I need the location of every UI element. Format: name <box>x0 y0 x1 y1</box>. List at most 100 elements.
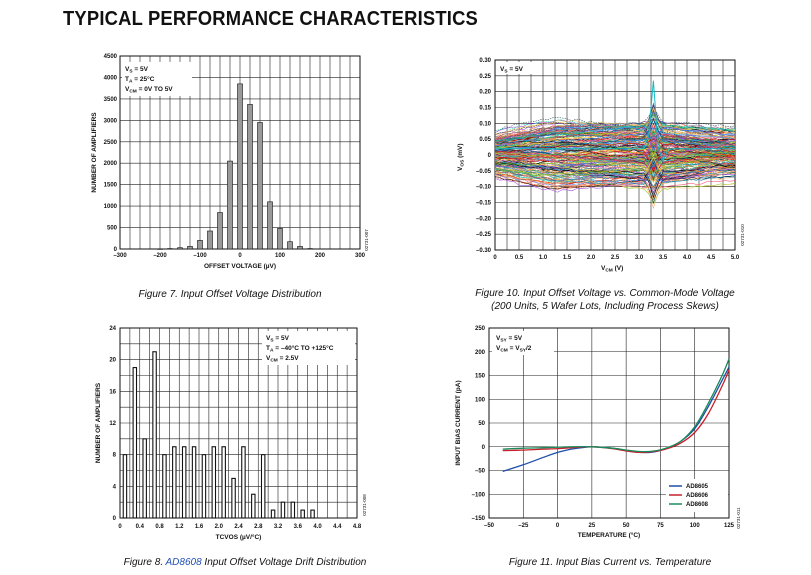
fig10-ytick-1: 0.25 <box>479 74 491 80</box>
fig7-bar-10 <box>257 122 263 250</box>
fig10-xtick-9: 4.5 <box>707 255 716 261</box>
fig11-frame <box>488 327 730 519</box>
fig11-legend-label-AD8606: AD8606 <box>686 493 709 499</box>
fig10-trace-169 <box>494 131 736 157</box>
fig7-xlabel: OFFSET VOLTAGE (µV) <box>204 263 276 270</box>
fig10-trace-70 <box>494 165 736 190</box>
fig10-trace-199 <box>494 127 736 146</box>
fig7-xtick-4: 100 <box>275 253 286 259</box>
fig8-bar-18 <box>300 509 305 519</box>
caption-fig11: Figure 11. Input Bias Current vs. Temper… <box>508 557 712 568</box>
fig8-xtick-2: 0.8 <box>155 524 164 530</box>
fig10-trace-94 <box>494 110 736 144</box>
fig11-series-AD8605 <box>502 366 730 473</box>
fig10-trace-171 <box>494 158 736 193</box>
fig7-ytick-4: 2000 <box>104 161 118 167</box>
fig8-ytick-1: 4 <box>113 484 117 490</box>
fig8-ylabel: NUMBER OF AMPLIFIERS <box>95 382 102 463</box>
fig8-bar-5 <box>172 446 177 519</box>
fig7-bar-5 <box>207 230 213 250</box>
fig8-ytick-3: 12 <box>109 421 116 427</box>
fig8-xtick-6: 2.4 <box>234 524 243 530</box>
fig7-bar-2 <box>177 247 183 250</box>
fig11-code: 02731-011 <box>736 507 741 529</box>
fig11-annot-bg <box>492 331 554 355</box>
fig7-bar-6 <box>217 212 223 250</box>
fig7-ytick-7: 3500 <box>104 97 118 103</box>
fig10-ytick-11: –0.25 <box>476 232 492 238</box>
fig10-trace-155 <box>494 144 736 159</box>
fig11-xtick-4: 50 <box>623 523 630 529</box>
fig8-xtick-0: 0 <box>118 524 122 530</box>
fig8-xtick-3: 1.2 <box>175 524 184 530</box>
fig7-ytick-9: 4500 <box>104 54 118 60</box>
fig7-ytick-0: 0 <box>114 247 118 253</box>
fig8-xtick-1: 0.4 <box>136 524 145 530</box>
fig8-bar-11 <box>231 477 236 519</box>
fig10-ytick-0: 0.30 <box>479 58 491 64</box>
fig7-xtick-1: –200 <box>153 253 167 259</box>
fig10-trace-147 <box>494 141 736 166</box>
fig10-trace-197 <box>494 148 736 175</box>
fig11-series-AD8606 <box>502 369 730 454</box>
fig7-bar-4 <box>197 240 203 250</box>
fig11-xtick-6: 100 <box>690 523 701 529</box>
caption-fig8: Figure 8. AD8608 Input Offset Voltage Dr… <box>100 556 390 569</box>
fig7-ytick-8: 4000 <box>104 75 118 81</box>
fig10-ytick-3: 0.15 <box>479 106 491 112</box>
fig8-xtick-10: 4.0 <box>313 524 322 530</box>
fig11-legend-label-AD8608: AD8608 <box>686 502 709 508</box>
fig10-trace-24 <box>494 131 736 151</box>
fig10-xtick-4: 2.0 <box>587 255 596 261</box>
fig7-ytick-6: 3000 <box>104 118 118 124</box>
fig10-trace-124 <box>494 106 736 149</box>
fig10-trace-151 <box>494 158 736 181</box>
fig10-xtick-5: 2.5 <box>611 255 620 261</box>
caption-fig8-link[interactable]: AD8608 <box>165 557 202 568</box>
fig11-ytick-1: –100 <box>472 492 486 498</box>
fig7-bar-3 <box>187 246 193 250</box>
fig8-xtick-4: 1.6 <box>195 524 204 530</box>
fig8-xtick-12: 4.8 <box>353 524 362 530</box>
fig7-bar-9 <box>247 104 253 250</box>
fig8-bar-12 <box>241 446 246 519</box>
caption-fig10: Figure 10. Input Offset Voltage vs. Comm… <box>440 287 770 313</box>
fig10-trace-162 <box>494 162 736 190</box>
fig10-trace-97 <box>494 112 736 140</box>
fig10-ytick-12: –0.30 <box>476 248 492 254</box>
fig10-trace-168 <box>494 131 736 158</box>
fig8-bar-7 <box>191 446 197 519</box>
fig10-trace-174 <box>494 159 736 185</box>
fig10-xtick-1: 0.5 <box>515 255 524 261</box>
fig11-ytick-7: 200 <box>475 350 486 356</box>
fig7-bar-13 <box>287 241 293 250</box>
fig10-traces <box>494 102 736 210</box>
fig8-xlabel: TCVOS (µV/°C) <box>216 533 262 541</box>
fig8-annot-bg <box>262 331 355 365</box>
fig8-xtick-8: 3.2 <box>274 524 283 530</box>
fig8-bar-8 <box>201 454 207 519</box>
fig8-bar-17 <box>290 501 296 519</box>
fig10-ytick-4: 0.10 <box>479 121 491 127</box>
fig11-xtick-1: –25 <box>518 523 529 529</box>
fig8-ytick-4: 16 <box>109 389 116 395</box>
fig10-ytick-9: –0.15 <box>476 201 492 207</box>
fig10-xtick-3: 1.5 <box>563 255 572 261</box>
fig10-trace-113 <box>494 125 736 143</box>
caption-fig10-line1: Figure 10. Input Offset Voltage vs. Comm… <box>475 288 735 299</box>
fig8-xtick-11: 4.4 <box>333 524 342 530</box>
fig8-ytick-2: 8 <box>113 453 117 459</box>
fig8-annot-0: VS = 5V <box>266 335 290 344</box>
caption-fig8-suffix: Input Offset Voltage Drift Distribution <box>201 557 367 568</box>
fig11-ytick-5: 100 <box>475 397 486 403</box>
fig10-trace-88 <box>494 160 736 180</box>
fig10-xtick-10: 5.0 <box>731 255 740 261</box>
fig7-ytick-3: 1500 <box>104 183 118 189</box>
fig10-xtick-6: 3.0 <box>635 255 644 261</box>
fig8-xtick-7: 2.8 <box>254 524 263 530</box>
fig7-ylabel: NUMBER OF AMPLIFIERS <box>91 112 98 193</box>
fig10-xlabel: VCM (V) <box>601 265 623 274</box>
